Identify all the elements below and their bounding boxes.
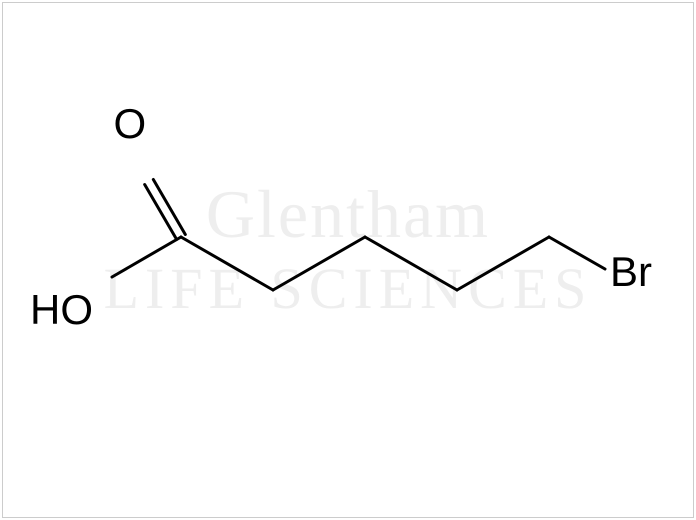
atom-label-o_dbl: O xyxy=(114,103,147,145)
atom-label-br: Br xyxy=(610,251,652,293)
atom-label-ho: HO xyxy=(30,289,93,331)
molecule-bonds xyxy=(0,0,696,520)
